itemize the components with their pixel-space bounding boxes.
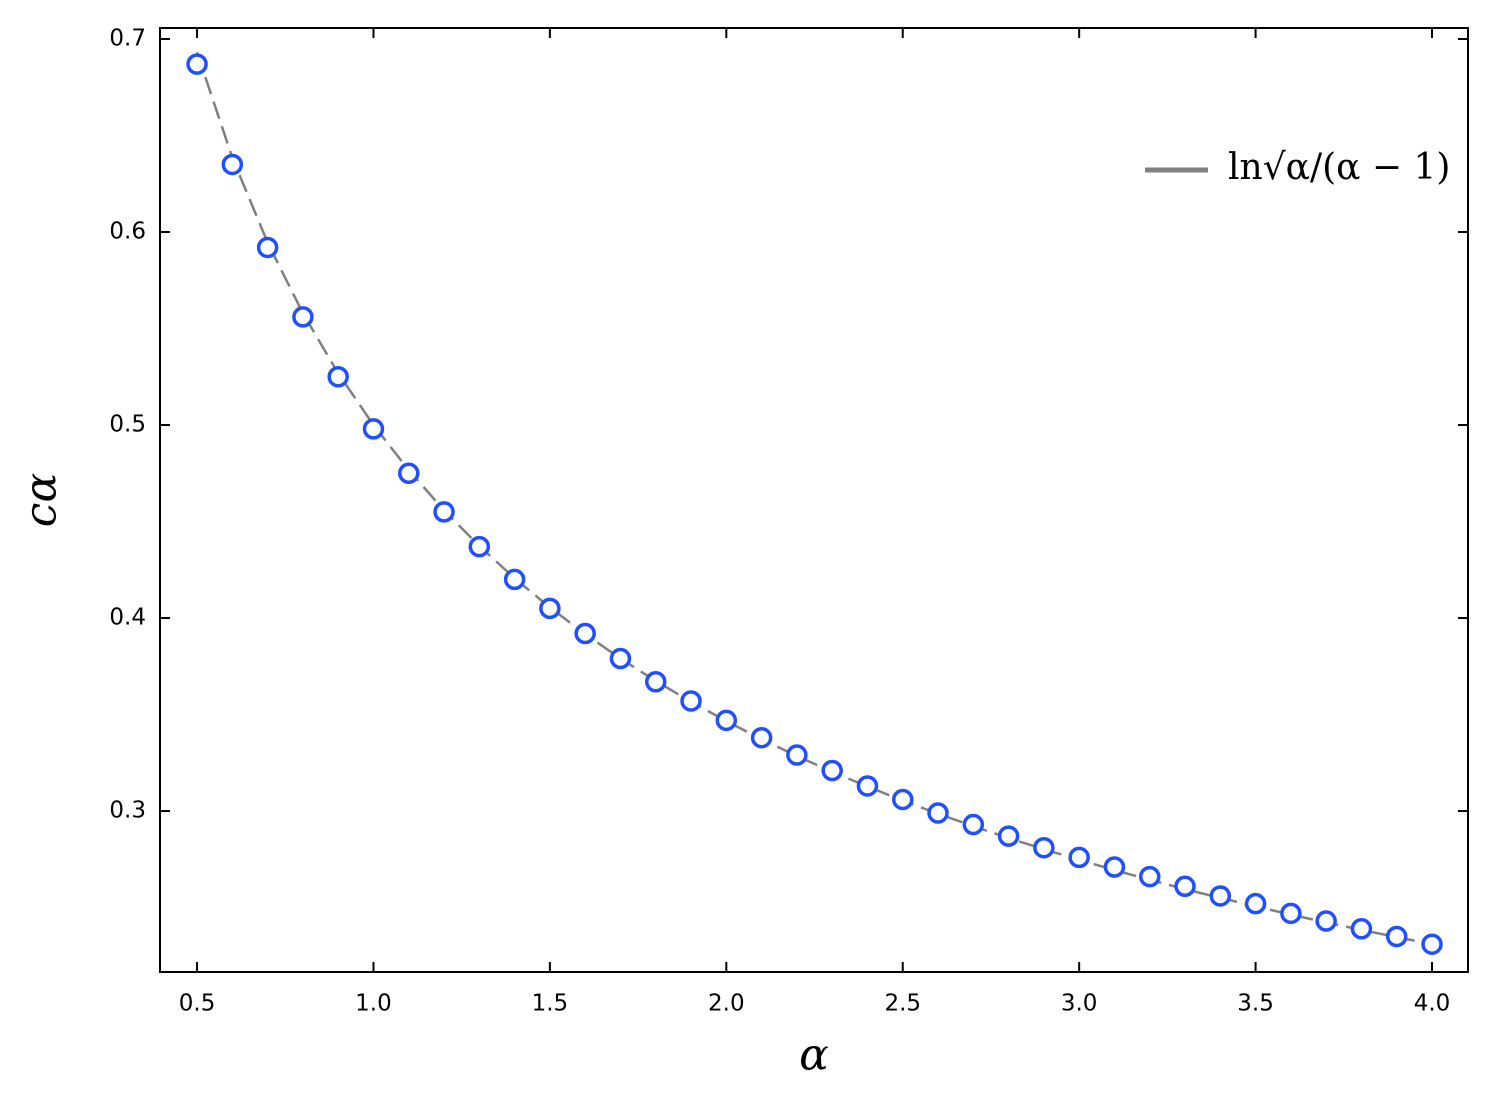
marker: [186, 53, 208, 75]
marker: [1103, 856, 1126, 878]
marker: [292, 306, 314, 328]
marker: [1350, 918, 1373, 940]
x-axis-label: α: [799, 1030, 829, 1081]
marker: [609, 647, 632, 670]
marker: [997, 825, 1020, 847]
marker: [362, 418, 385, 440]
x-tick-label: 1.0: [355, 991, 392, 1017]
marker: [680, 690, 702, 712]
marker: [1315, 910, 1337, 932]
marker: [221, 153, 244, 176]
marker: [1209, 885, 1232, 907]
marker: [1174, 875, 1196, 898]
marker: [962, 813, 985, 836]
marker: [786, 744, 808, 766]
marker: [327, 366, 349, 388]
marker: [433, 501, 455, 523]
marker: [1033, 836, 1055, 859]
marker: [574, 622, 596, 645]
marker: [1244, 892, 1267, 915]
marker: [821, 759, 843, 782]
marker: [256, 236, 279, 259]
marker: [750, 726, 773, 749]
x-tick-label: 3.0: [1061, 991, 1098, 1017]
marker: [398, 462, 420, 485]
marker: [891, 788, 914, 811]
x-tick-label: 2.5: [884, 991, 921, 1017]
marker: [1385, 925, 1408, 948]
y-tick-label: 0.3: [109, 798, 146, 824]
marker: [1421, 933, 1443, 955]
marker: [468, 535, 491, 558]
x-tick-label: 1.5: [532, 991, 569, 1017]
x-tick-label: 4.0: [1414, 991, 1451, 1017]
marker: [644, 670, 667, 693]
y-tick-label: 0.5: [109, 412, 146, 438]
marker: [503, 568, 526, 591]
x-tick-label: 2.0: [708, 991, 745, 1017]
marker: [1138, 865, 1161, 888]
y-tick-label: 0.6: [109, 219, 146, 245]
marker: [856, 775, 879, 797]
marker: [927, 802, 949, 824]
marker: [715, 709, 738, 732]
y-tick-label: 0.4: [109, 605, 146, 631]
legend-label: ln√α/(α − 1): [1228, 147, 1450, 188]
marker: [539, 597, 561, 620]
marker: [1280, 902, 1302, 925]
plot-frame: [159, 27, 1469, 973]
x-tick-label: 3.5: [1237, 991, 1274, 1017]
y-tick-label: 0.7: [109, 26, 146, 52]
marker: [1068, 846, 1090, 869]
x-tick-label: 0.5: [179, 991, 216, 1017]
y-axis-label: cα: [16, 473, 67, 527]
